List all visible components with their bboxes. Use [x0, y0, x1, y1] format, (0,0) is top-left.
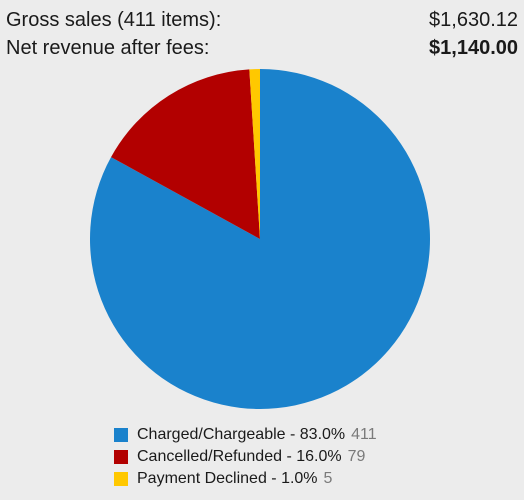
legend-item-cancelled: Cancelled/Refunded - 16.0% 79 — [114, 446, 377, 468]
pie-slice-cancelled — [111, 69, 260, 240]
gross-sales-value: $1,630.12 — [429, 8, 518, 31]
net-revenue-row: Net revenue after fees: $1,140.00 — [6, 35, 518, 61]
legend-item-declined: Payment Declined - 1.0% 5 — [114, 468, 377, 490]
legend-count-charged: 411 — [351, 426, 377, 443]
legend-swatch-charged — [114, 428, 128, 442]
legend-count-declined: 5 — [323, 470, 333, 487]
gross-sales-label: Gross sales (411 items): — [6, 8, 222, 31]
chart-legend: Charged/Chargeable - 83.0% 411 Cancelled… — [114, 424, 377, 490]
pie-slices — [89, 69, 430, 409]
legend-label-cancelled: Cancelled/Refunded - 16.0% — [137, 448, 342, 465]
gross-sales-row: Gross sales (411 items): $1,630.12 — [6, 7, 518, 33]
net-revenue-value: $1,140.00 — [429, 36, 518, 59]
legend-item-charged: Charged/Chargeable - 83.0% 411 — [114, 424, 377, 446]
net-revenue-label: Net revenue after fees: — [6, 36, 210, 59]
sales-pie-chart — [89, 69, 430, 409]
legend-count-cancelled: 79 — [347, 448, 366, 465]
legend-swatch-cancelled — [114, 450, 128, 464]
pie-slice-declined — [249, 69, 260, 239]
pie-slice-charged — [89, 69, 430, 409]
legend-label-charged: Charged/Chargeable - 83.0% — [137, 426, 346, 443]
legend-label-declined: Payment Declined - 1.0% — [137, 470, 318, 487]
legend-swatch-declined — [114, 472, 128, 486]
